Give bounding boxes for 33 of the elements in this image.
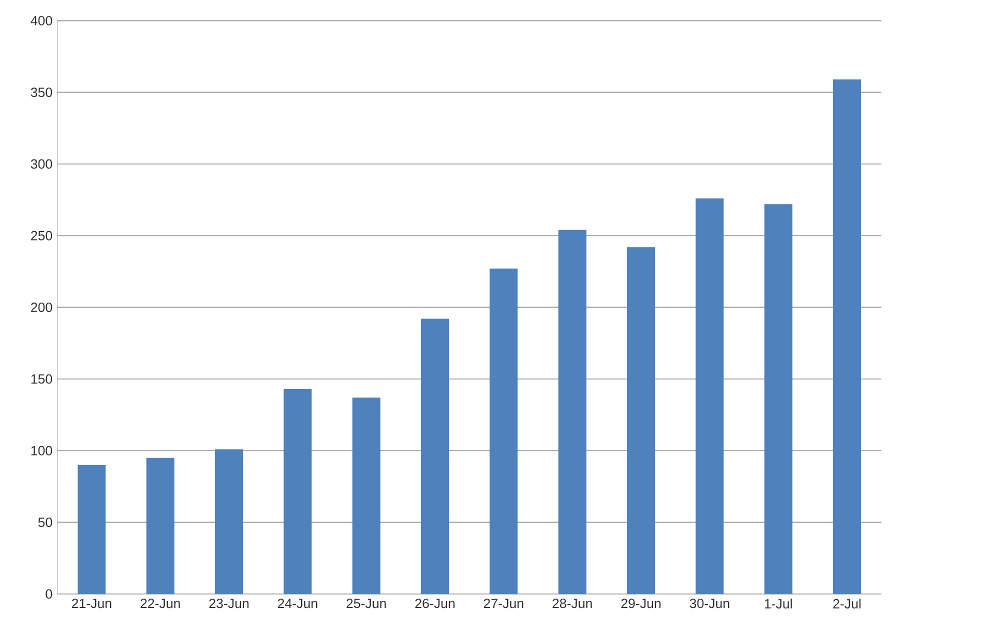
y-tick-label: 200: [31, 302, 52, 312]
y-tick-label: 400: [30, 16, 52, 26]
y-tick-label: 350: [30, 88, 52, 98]
bar: [696, 198, 724, 594]
bar: [146, 458, 174, 594]
x-tick-label: 26-Jun: [415, 598, 455, 608]
y-tick-label: 0: [46, 589, 52, 599]
x-tick-label: 29-Jun: [621, 598, 661, 608]
y-tick-label: 50: [38, 518, 52, 528]
x-tick-label: 22-Jun: [140, 598, 180, 608]
x-tick-label: 23-Jun: [209, 598, 249, 608]
bar: [558, 230, 586, 594]
x-tick-label: 2-Jul: [833, 598, 861, 608]
bar: [352, 398, 380, 594]
y-tick-label: 300: [30, 159, 52, 169]
bar: [215, 449, 244, 594]
bar: [627, 247, 656, 594]
x-tick-label: 30-Jun: [690, 598, 730, 608]
x-tick-label: 24-Jun: [278, 598, 318, 608]
x-tick-label: 27-Jun: [484, 598, 524, 608]
x-tick-label: 25-Jun: [346, 598, 386, 608]
y-tick-label: 250: [31, 230, 52, 240]
x-tick-label: 28-Jun: [552, 598, 592, 608]
y-tick-label: 100: [31, 446, 52, 456]
y-tick-label: 150: [31, 374, 52, 384]
bar: [78, 464, 106, 594]
x-tick-label: 21-Jun: [72, 598, 112, 608]
bar: [284, 389, 312, 594]
bar: [490, 268, 518, 594]
bar: [764, 204, 792, 594]
bar: [421, 318, 450, 594]
x-tick-label: 1-Jul: [764, 598, 792, 608]
bar: [833, 79, 861, 594]
